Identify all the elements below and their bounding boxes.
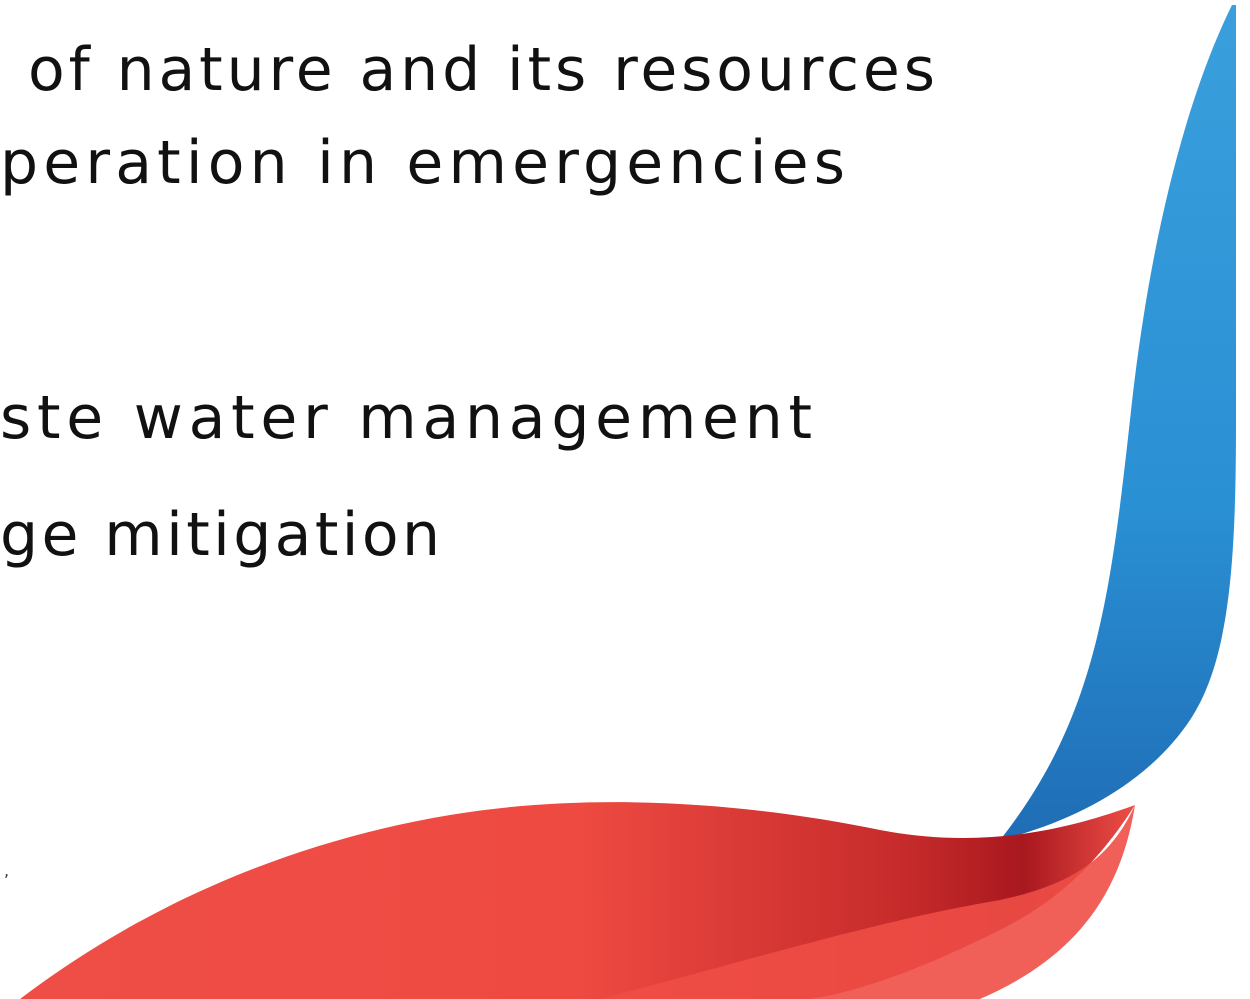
blue-ribbon (1000, 5, 1236, 840)
text-line: ge mitigation (0, 500, 440, 570)
footnote: , (4, 861, 9, 880)
text-line: of nature and its resources (28, 35, 935, 105)
page: {"slide": {"lines": ["of nature and its … (0, 0, 1250, 999)
slide: of nature and its resources peration in … (0, 0, 1250, 999)
text-line: ste water management (0, 383, 812, 453)
text-line: peration in emergencies (0, 128, 845, 198)
